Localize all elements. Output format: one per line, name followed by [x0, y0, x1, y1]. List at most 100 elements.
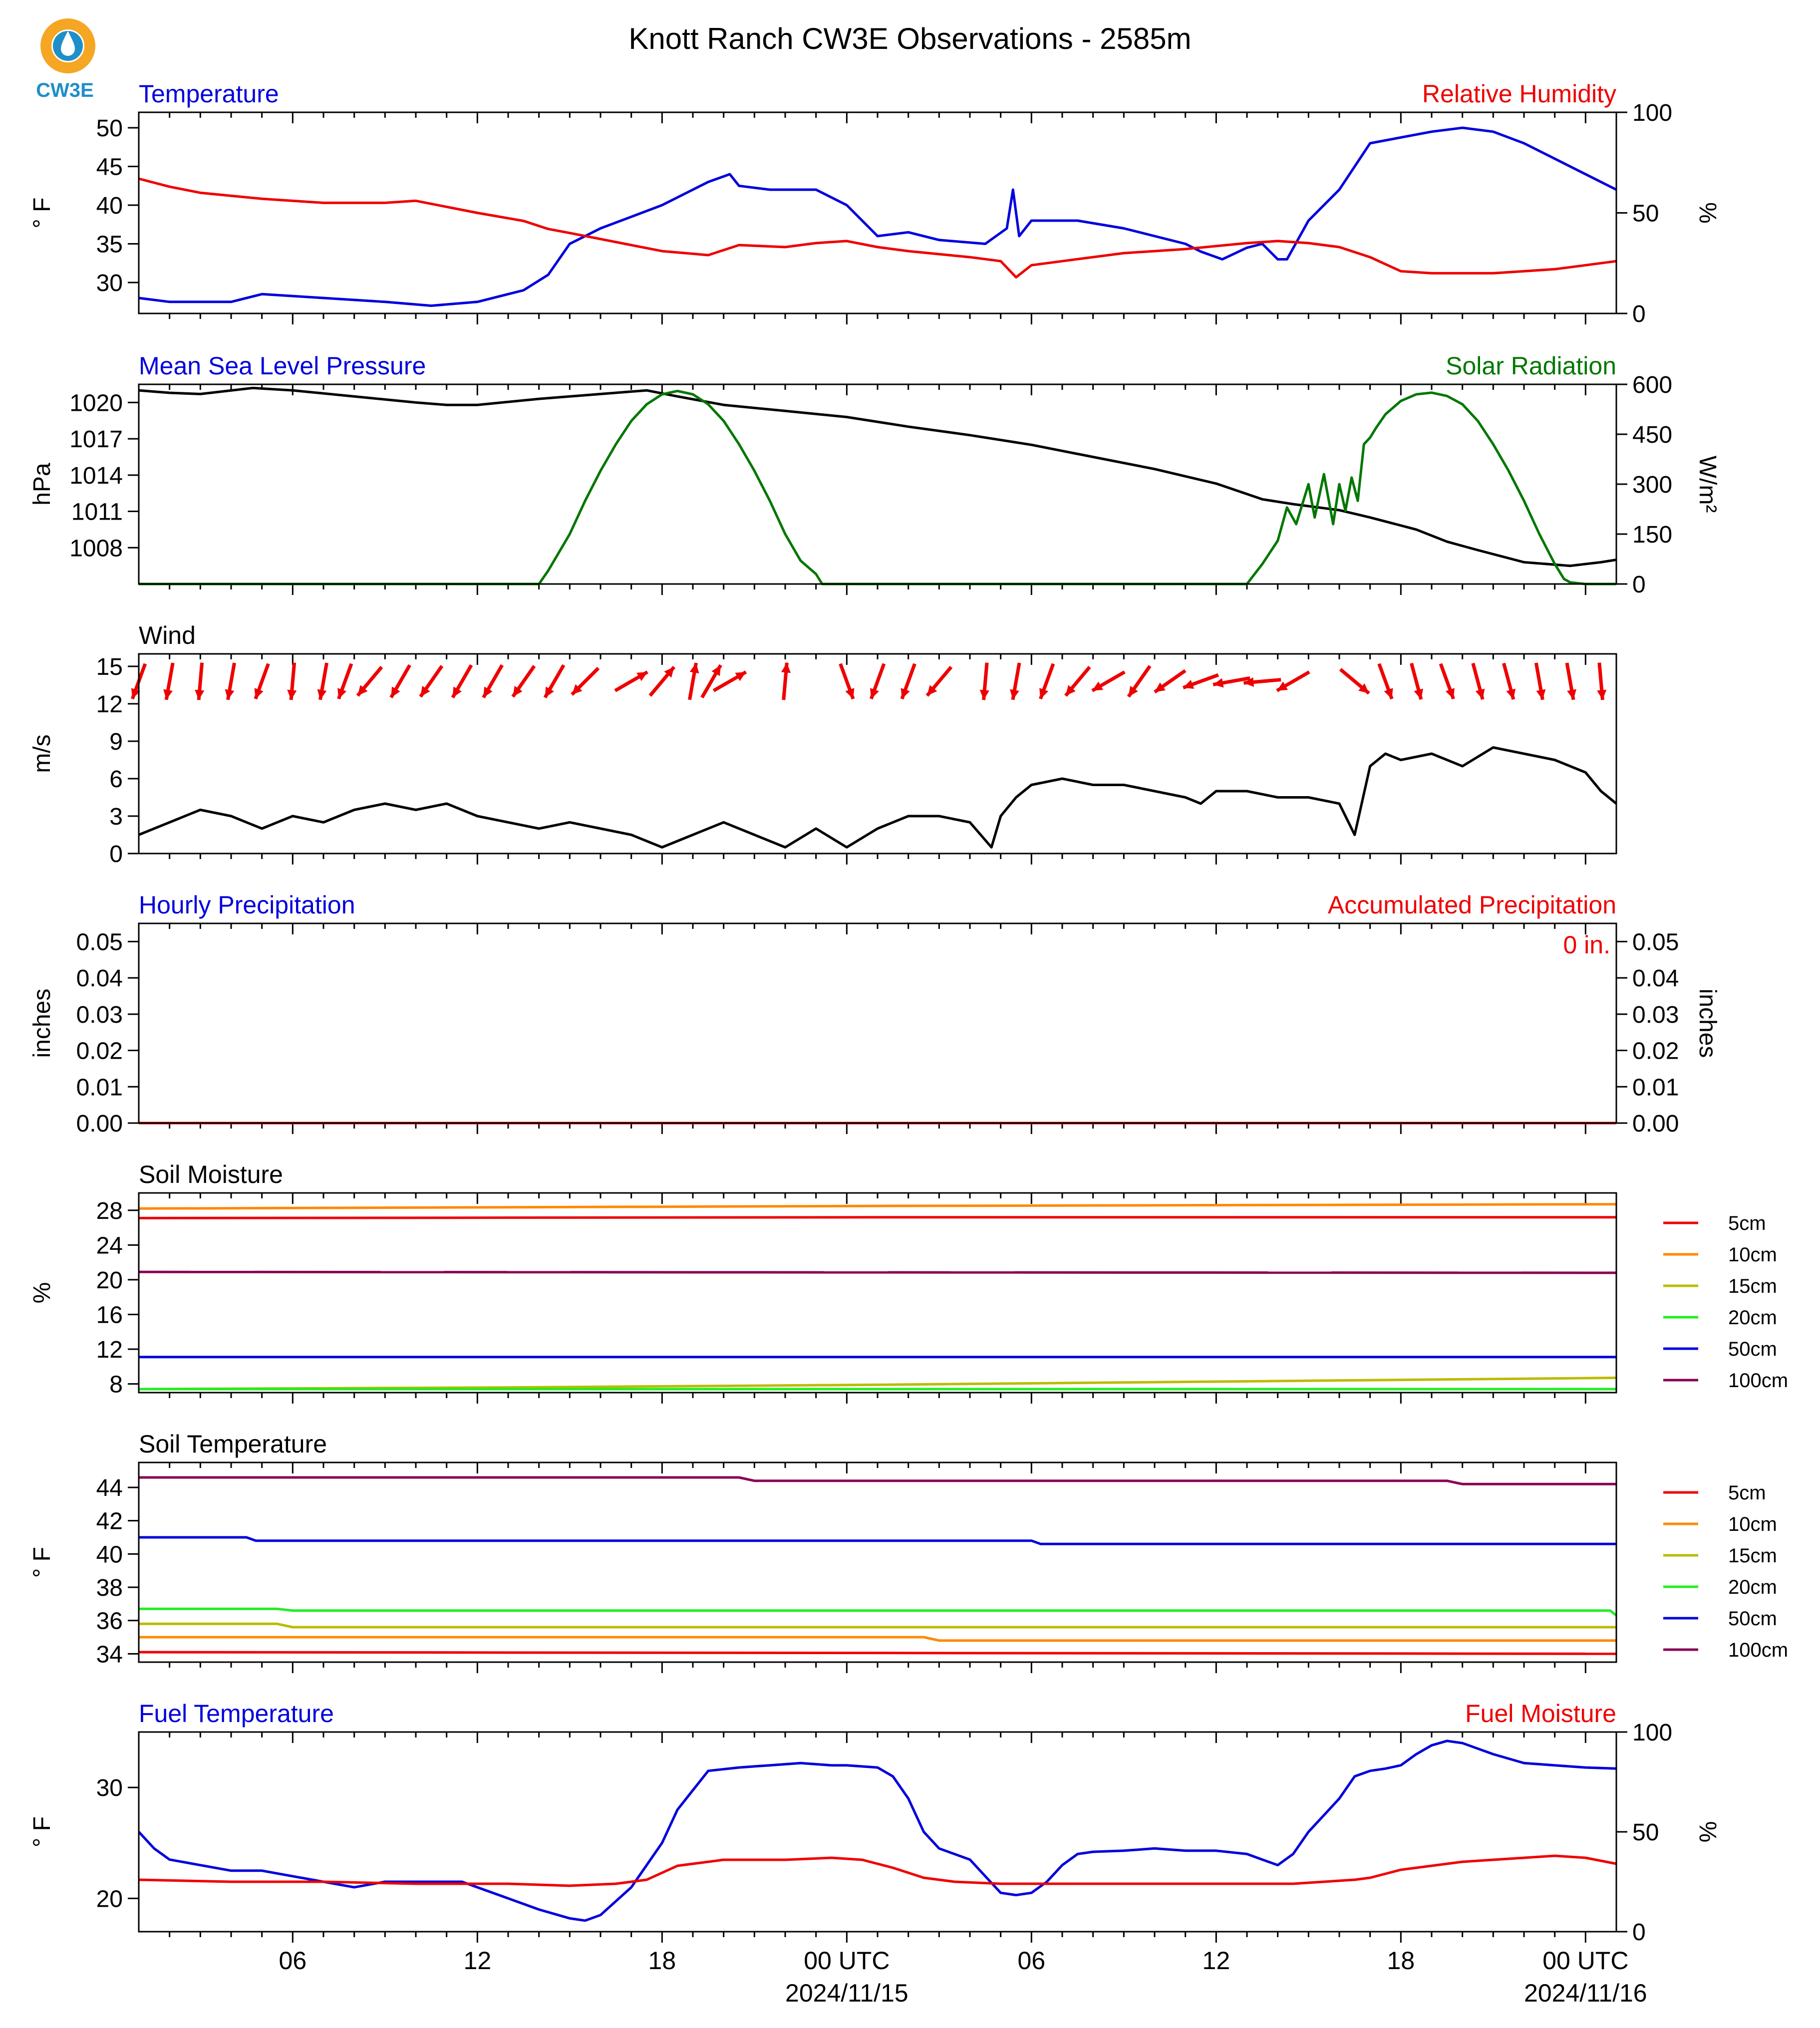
series-line-2	[138, 1376, 1617, 1391]
wind-arrow-head	[979, 689, 989, 700]
wind-arrow	[571, 667, 600, 696]
panel-right-title: Accumulated Precipitation	[1328, 891, 1616, 919]
logo-ring-icon	[40, 18, 95, 73]
y-tick-label: 30	[96, 270, 123, 296]
legend-label: 100cm	[1728, 1639, 1788, 1661]
y-axis-label: ° F	[29, 1816, 55, 1847]
wind-arrow-head	[1065, 685, 1076, 696]
wind-arrow	[389, 664, 411, 699]
wind-arrow-head	[901, 688, 910, 699]
x-tick-label: 06	[279, 1947, 307, 1975]
series-line-1	[139, 1636, 1616, 1642]
wind-arrow	[419, 665, 444, 698]
wind-arrow	[1064, 666, 1091, 697]
y2-tick-label: 0	[1632, 301, 1646, 327]
wind-arrow	[839, 663, 855, 700]
wind-arrow	[195, 662, 205, 700]
x-tick-label: 06	[1018, 1947, 1046, 1975]
plot-frame	[138, 653, 1617, 855]
y2-tick-label: 50	[1632, 201, 1659, 227]
legend-label: 20cm	[1728, 1307, 1777, 1329]
y-tick-label: 1014	[69, 463, 123, 489]
wind-arrow	[712, 670, 747, 692]
series-line-1	[138, 177, 1617, 279]
legend-label: 100cm	[1728, 1370, 1788, 1392]
series-line-0	[138, 126, 1617, 307]
y-axis-label: hPa	[29, 463, 55, 506]
logo-drop-icon	[61, 31, 75, 56]
y2-axis-label: %	[1694, 1821, 1721, 1843]
panel-1: Temperature Relative Humidity ° F 30 35 40 45 5…	[29, 80, 1721, 327]
wind-arrow	[1471, 662, 1485, 700]
wind-arrow	[1502, 662, 1516, 700]
series-line-0	[138, 746, 1617, 849]
wind-arrow-head	[1155, 682, 1166, 692]
y-tick-label: 0.02	[76, 1038, 123, 1065]
wind-arrow-head	[254, 688, 264, 699]
y-tick-label: 1017	[69, 426, 123, 453]
wind-arrow-head	[636, 672, 648, 681]
wind-arrow	[163, 662, 175, 700]
y-tick-label: 40	[96, 1541, 123, 1568]
wind-arrow-head	[927, 685, 937, 696]
series-line-3	[139, 1607, 1617, 1617]
wind-arrow	[648, 666, 676, 697]
legend-label: 50cm	[1728, 1338, 1777, 1360]
y2-axis-label: inches	[1694, 989, 1721, 1058]
wind-arrow-head	[1384, 688, 1393, 699]
series-line-0	[138, 1651, 1617, 1655]
y-axis-label: inches	[29, 989, 55, 1058]
wind-arrow-head	[337, 688, 347, 699]
panel-left-title: Temperature	[139, 80, 279, 108]
wind-arrow-head	[287, 689, 297, 700]
wind-arrow-head	[483, 686, 493, 698]
panel-2: Mean Sea Level Pressure Solar Radiation hP…	[29, 352, 1721, 598]
wind-arrow-head	[163, 689, 173, 700]
panel-left-title: Soil Temperature	[139, 1430, 327, 1458]
figure-title: Knott Ranch CW3E Observations - 2585m	[628, 22, 1191, 55]
y-tick-label: 40	[96, 193, 123, 219]
wind-arrow	[317, 662, 328, 700]
legend-label: 5cm	[1728, 1212, 1766, 1234]
wind-arrow	[979, 662, 989, 700]
wind-arrow-head	[781, 662, 791, 673]
wind-arrow-head	[420, 686, 430, 697]
y-tick-label: 30	[96, 1775, 123, 1801]
wind-arrow-head	[1092, 681, 1103, 691]
y-tick-label: 45	[96, 154, 123, 181]
series-line-0	[138, 1739, 1617, 1922]
y-tick-label: 35	[96, 232, 123, 258]
y-tick-label: 0.05	[76, 929, 123, 955]
wind-arrow	[1183, 673, 1219, 690]
x-tick-label: 12	[1203, 1947, 1230, 1975]
plot-frame	[138, 922, 1617, 1124]
plot-frame	[138, 111, 1617, 314]
wind-arrow	[482, 664, 504, 699]
panel-4: Hourly Precipitation Accumulated Precipit…	[29, 891, 1721, 1137]
wind-arrow-head	[689, 663, 699, 674]
wind-arrow-head	[870, 688, 879, 699]
wind-arrow-head	[317, 689, 327, 700]
wind-arrow-head	[1183, 680, 1195, 689]
wind-arrow	[614, 670, 648, 692]
series-line-1	[138, 1854, 1617, 1887]
x-tick-label: 18	[648, 1947, 676, 1975]
wind-arrow	[869, 663, 886, 700]
series-line-1	[139, 389, 1616, 585]
y-tick-label: 24	[96, 1232, 123, 1259]
plot-frame	[138, 1461, 1617, 1663]
panel-left-title: Hourly Precipitation	[139, 891, 355, 919]
y-tick-label: 0.00	[76, 1111, 123, 1137]
wind-arrow-head	[195, 689, 205, 700]
wind-arrow	[511, 665, 536, 698]
wind-arrow-head	[664, 667, 674, 678]
y-axis-label: ° F	[29, 1547, 55, 1578]
wind-arrow-head	[225, 689, 235, 700]
y2-tick-label: 0	[1632, 572, 1646, 598]
wind-arrow	[1243, 677, 1281, 687]
accumulated-total-label: 0 in.	[1563, 931, 1610, 959]
y2-tick-label: 300	[1632, 472, 1672, 498]
wind-arrow	[1534, 662, 1546, 700]
y-tick-label: 6	[109, 766, 123, 793]
